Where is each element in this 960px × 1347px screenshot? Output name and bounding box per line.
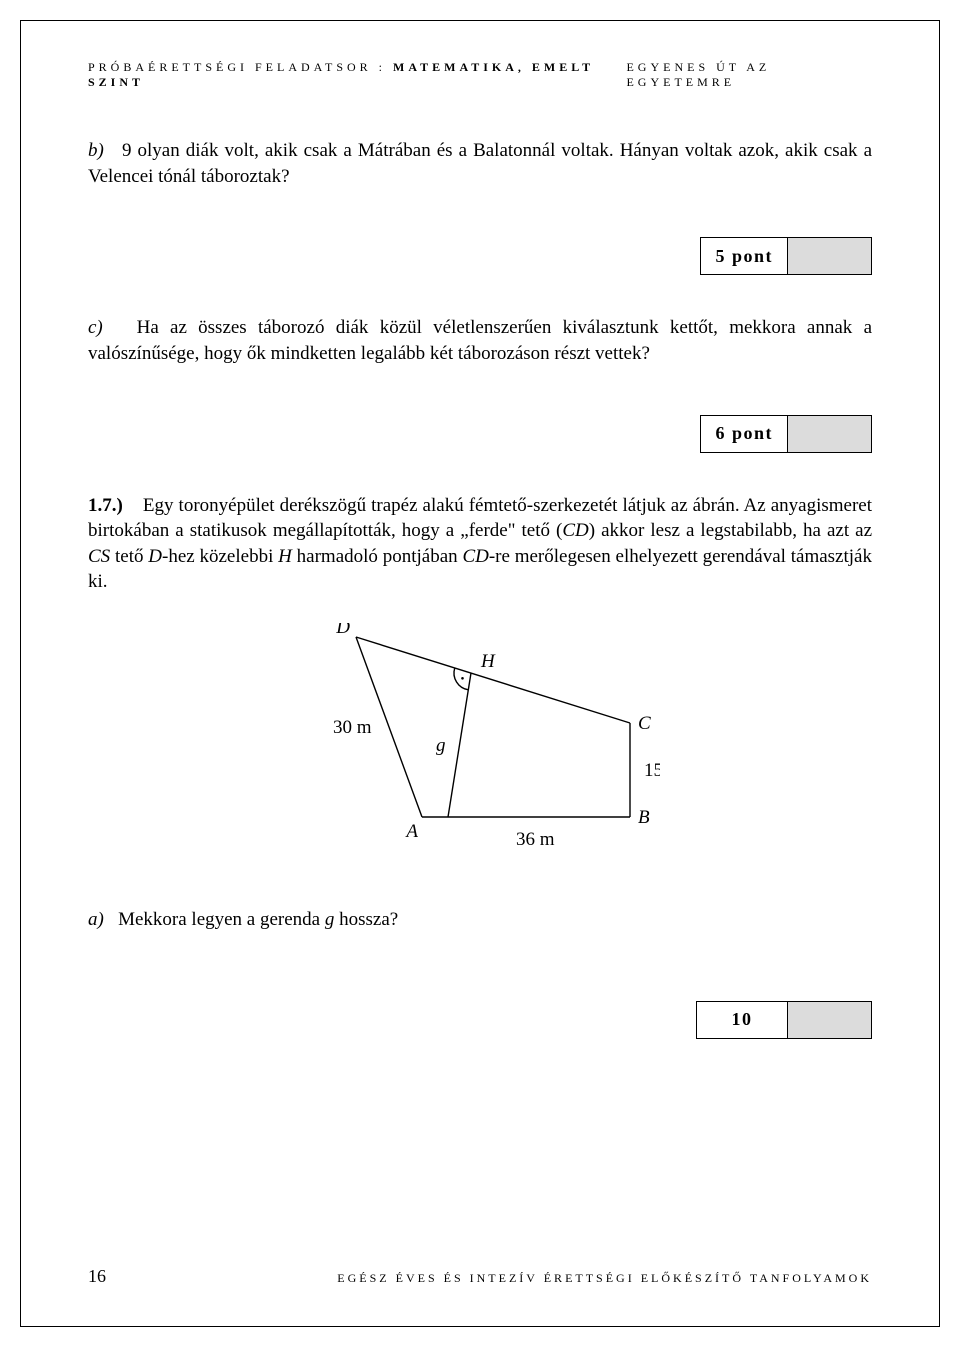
page-footer: 16 EGÉSZ ÉVES ÉS INTEZÍV ÉRETTSÉGI ELŐKÉ… <box>88 1266 872 1287</box>
problem-17-h: H <box>278 546 292 567</box>
question-a-space <box>109 909 119 930</box>
problem-17-label: 1.7.) <box>88 495 123 516</box>
problem-17-cs: CS <box>88 546 110 567</box>
page-content: PRÓBAÉRETTSÉGI FELADATSOR : MATEMATIKA, … <box>88 60 872 1287</box>
question-c-body: Ha az összes táborozó diák közül véletle… <box>88 317 872 364</box>
question-a-label: a) <box>88 909 104 930</box>
score-box-b <box>788 237 872 275</box>
question-c-text <box>114 317 137 338</box>
header-left-plain: PRÓBAÉRETTSÉGI FELADATSOR : <box>88 60 393 74</box>
question-a-text1: Mekkora legyen a gerenda <box>118 909 325 930</box>
score-pair-b: 5 pont <box>700 237 872 275</box>
score-label-c: 6 pont <box>700 415 788 453</box>
svg-text:A: A <box>404 821 418 842</box>
svg-text:15 m: 15 m <box>644 760 660 781</box>
svg-text:C: C <box>638 713 651 734</box>
score-row-b: 5 pont <box>88 237 872 275</box>
score-box-c <box>788 415 872 453</box>
problem-17-text3: tető <box>110 546 148 567</box>
svg-text:g: g <box>436 735 446 756</box>
score-row-a: 10 <box>88 1001 872 1039</box>
score-box-a <box>788 1001 872 1039</box>
footer-text: EGÉSZ ÉVES ÉS INTEZÍV ÉRETTSÉGI ELŐKÉSZÍ… <box>337 1271 872 1286</box>
problem-17-text2: ) akkor lesz a legstabilabb, ha azt az <box>589 520 872 541</box>
figure-container: D H C B Ag 30 m 15 m 36 m <box>88 623 872 863</box>
score-label-b: 5 pont <box>700 237 788 275</box>
svg-text:36 m: 36 m <box>516 829 555 850</box>
question-c-label: c) <box>88 317 103 338</box>
score-row-c: 6 pont <box>88 415 872 453</box>
problem-17-cd2: CD <box>462 546 488 567</box>
question-b-text <box>110 140 122 161</box>
problem-17-text4: -hez közelebbi <box>162 546 278 567</box>
header-left: PRÓBAÉRETTSÉGI FELADATSOR : MATEMATIKA, … <box>88 60 626 90</box>
svg-text:D: D <box>335 623 350 638</box>
page-header: PRÓBAÉRETTSÉGI FELADATSOR : MATEMATIKA, … <box>88 60 872 90</box>
problem-17-space <box>128 495 143 516</box>
svg-text:30 m: 30 m <box>333 717 372 738</box>
svg-text:H: H <box>480 651 496 672</box>
question-a: a) Mekkora legyen a gerenda g hossza? <box>88 907 872 933</box>
score-pair-c: 6 pont <box>700 415 872 453</box>
problem-17-text5: harmadoló pontjában <box>292 546 463 567</box>
score-label-a: 10 <box>696 1001 788 1039</box>
problem-17-d: D <box>148 546 162 567</box>
question-a-text2: hossza? <box>334 909 398 930</box>
header-right: EGYENES ÚT AZ EGYETEMRE <box>626 60 872 90</box>
trapezoid-diagram: D H C B Ag 30 m 15 m 36 m <box>300 623 660 863</box>
question-b: b) 9 olyan diák volt, akik csak a Mátráb… <box>88 138 872 189</box>
question-c: c) Ha az összes táborozó diák közül véle… <box>88 315 872 366</box>
page-number: 16 <box>88 1266 106 1287</box>
question-a-g: g <box>325 909 335 930</box>
problem-17: 1.7.) Egy toronyépület derékszögű trapéz… <box>88 493 872 596</box>
score-pair-a: 10 <box>696 1001 872 1039</box>
question-b-body: 9 olyan diák volt, akik csak a Mátrában … <box>88 140 872 187</box>
problem-17-cd: CD <box>562 520 588 541</box>
question-b-label: b) <box>88 140 104 161</box>
svg-text:B: B <box>638 807 650 828</box>
